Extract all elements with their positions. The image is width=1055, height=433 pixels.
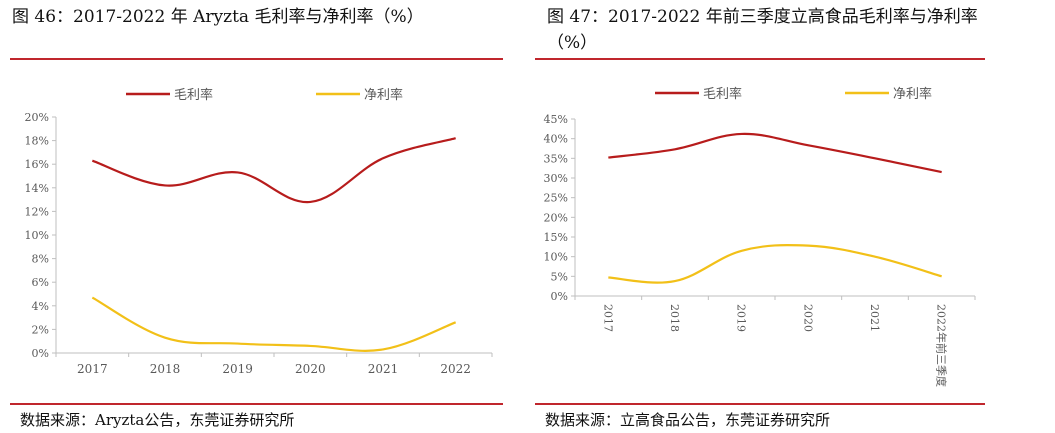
y-tick-label: 6% bbox=[32, 276, 49, 289]
x-tick-label: 2019 bbox=[735, 304, 748, 332]
y-tick-label: 35% bbox=[544, 152, 568, 165]
line-chart-aryzta: 毛利率 净利率 0% 2% 4% 6% 8% 10% 12% 14% 16% 18% 20% 2017 20… bbox=[25, 87, 493, 376]
x-tick-label: 2019 bbox=[222, 362, 253, 376]
data-source: 数据来源：立高食品公告，东莞证券研究所 bbox=[545, 411, 831, 429]
x-tick-label: 2020 bbox=[295, 362, 326, 376]
legend-label: 毛利率 bbox=[703, 86, 742, 102]
y-tick-label: 12% bbox=[25, 205, 49, 218]
right-chart-panel: 图 47：2017-2022 年前三季度立高食品毛利率与净利率（%） 毛利率 净利… bbox=[535, 0, 1055, 433]
x-tick-label: 2017 bbox=[77, 362, 108, 376]
title-rule bbox=[10, 58, 503, 60]
y-tick-label: 45% bbox=[544, 113, 568, 126]
y-tick-label: 18% bbox=[25, 135, 49, 148]
y-tick-label: 2% bbox=[32, 323, 49, 336]
y-tick-label: 8% bbox=[32, 253, 49, 266]
chart-title: 图 46：2017-2022 年 Aryzta 毛利率与净利率（%） bbox=[12, 7, 424, 27]
y-tick-label: 20% bbox=[25, 111, 49, 124]
y-tick-label: 20% bbox=[544, 211, 568, 224]
series-line bbox=[91, 296, 457, 352]
x-tick-label: 2018 bbox=[668, 304, 681, 332]
data-source: 数据来源：Aryzta公告，东莞证券研究所 bbox=[20, 411, 295, 429]
x-tick-label: 2021 bbox=[368, 362, 399, 376]
y-tick-label: 5% bbox=[551, 270, 568, 283]
y-tick-label: 0% bbox=[32, 347, 49, 360]
legend-label: 毛利率 bbox=[174, 87, 213, 103]
series-line bbox=[608, 243, 942, 284]
y-tick-label: 10% bbox=[25, 229, 49, 242]
x-tick-label: 2018 bbox=[150, 362, 181, 376]
series-line bbox=[91, 137, 456, 204]
legend-label: 净利率 bbox=[364, 87, 403, 103]
y-tick-label: 40% bbox=[544, 133, 568, 146]
x-tick-label: 2022年前三季度 bbox=[935, 304, 949, 387]
line-chart-ligao: 毛利率 净利率 0% 5% 10% 15% 20% 25% 30% 35% 40% 45% 2017 20… bbox=[544, 86, 976, 387]
y-tick-label: 25% bbox=[544, 192, 568, 205]
title-rule bbox=[535, 58, 985, 60]
x-tick-label: 2020 bbox=[801, 304, 814, 332]
series-line bbox=[608, 132, 942, 174]
chart-title: 图 47：2017-2022 年前三季度立高食品毛利率与净利率（%） bbox=[547, 7, 978, 53]
y-tick-label: 0% bbox=[551, 290, 568, 303]
left-chart-panel: 图 46：2017-2022 年 Aryzta 毛利率与净利率（%） 毛利率 净利… bbox=[0, 0, 505, 433]
y-tick-label: 10% bbox=[544, 251, 568, 264]
source-rule bbox=[10, 403, 503, 405]
legend-label: 净利率 bbox=[893, 86, 932, 102]
y-tick-label: 14% bbox=[25, 182, 49, 195]
y-tick-label: 15% bbox=[544, 231, 568, 244]
x-tick-label: 2022 bbox=[440, 362, 471, 376]
source-rule bbox=[535, 403, 985, 405]
y-tick-label: 4% bbox=[32, 300, 49, 313]
x-tick-label: 2021 bbox=[868, 304, 881, 332]
y-tick-label: 16% bbox=[25, 158, 49, 171]
x-tick-label: 2017 bbox=[601, 304, 614, 332]
y-tick-label: 30% bbox=[544, 172, 568, 185]
